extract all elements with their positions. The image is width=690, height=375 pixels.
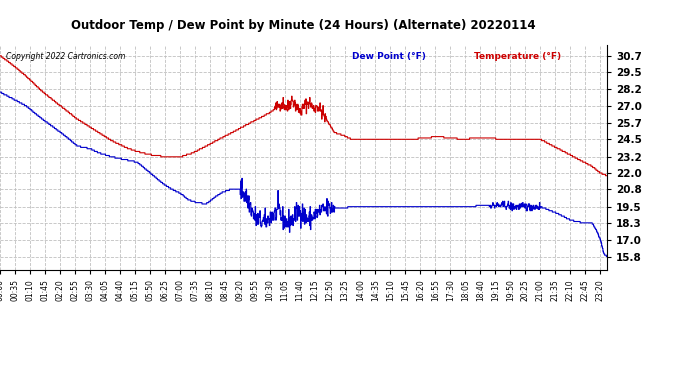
Temperature (°F) [602, 174, 611, 178]
Text: Outdoor Temp / Dew Point by Minute (24 Hours) (Alternate) 20220114: Outdoor Temp / Dew Point by Minute (24 H… [71, 19, 536, 32]
Dew Point (°F) [0, 90, 4, 94]
Temperature (°F) [387, 137, 395, 141]
Temperature (°F) [89, 126, 97, 131]
Line: Dew Point (°F): Dew Point (°F) [0, 92, 607, 256]
Temperature (°F) [522, 137, 531, 141]
Temperature (°F) [0, 54, 4, 58]
Text: Temperature (°F): Temperature (°F) [473, 52, 561, 61]
Dew Point (°F) [422, 204, 430, 209]
Dew Point (°F) [602, 254, 611, 259]
Dew Point (°F) [522, 209, 531, 213]
Dew Point (°F) [387, 204, 395, 209]
Dew Point (°F) [79, 145, 87, 150]
Line: Temperature (°F): Temperature (°F) [0, 56, 607, 176]
Dew Point (°F) [602, 254, 611, 259]
Temperature (°F) [602, 174, 610, 178]
Text: Dew Point (°F): Dew Point (°F) [352, 52, 426, 61]
Dew Point (°F) [89, 148, 97, 152]
Temperature (°F) [422, 136, 430, 140]
Dew Point (°F) [560, 214, 568, 218]
Temperature (°F) [560, 149, 568, 154]
Temperature (°F) [79, 121, 87, 125]
Text: Copyright 2022 Cartronics.com: Copyright 2022 Cartronics.com [6, 52, 126, 61]
